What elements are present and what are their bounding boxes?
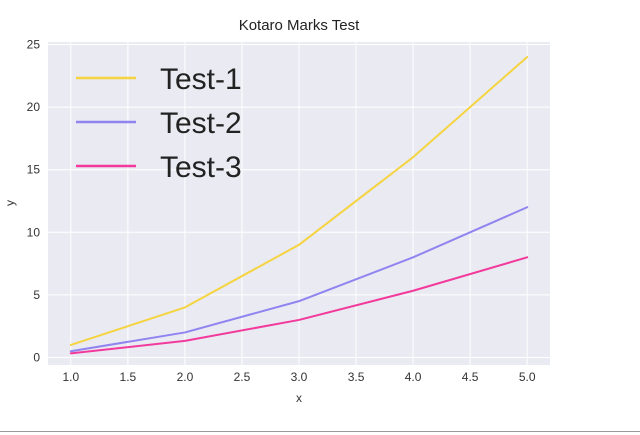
- y-tick-label: 15: [27, 163, 41, 177]
- x-tick-label: 2.5: [234, 370, 251, 384]
- chart-title: Kotaro Marks Test: [239, 17, 360, 34]
- bottom-divider: [0, 431, 640, 432]
- x-axis-label: x: [296, 391, 302, 405]
- y-tick-label: 5: [33, 288, 40, 302]
- y-tick-label: 0: [33, 350, 40, 364]
- x-tick-labels: 1.0 1.5 2.0 2.5 3.0 3.5 4.0 4.5 5.0: [62, 370, 535, 384]
- series-lines: [69, 56, 529, 355]
- legend-label-2: Test-2: [160, 107, 242, 140]
- x-tick-label: 4.5: [462, 370, 479, 384]
- x-tick-label: 1.0: [62, 370, 79, 384]
- x-tick-label: 5.0: [519, 370, 536, 384]
- grid-lines: [48, 42, 550, 365]
- x-tick-label: 1.5: [120, 370, 137, 384]
- y-tick-labels: 0 5 10 15 20 25: [27, 38, 41, 365]
- y-axis-label: y: [3, 200, 17, 206]
- series-line-3: [69, 256, 529, 355]
- series-line-2: [69, 206, 529, 353]
- x-tick-label: 3.5: [348, 370, 365, 384]
- series-line-1: [69, 56, 529, 346]
- x-tick-label: 3.0: [291, 370, 308, 384]
- y-tick-label: 10: [27, 225, 41, 239]
- x-tick-label: 4.0: [405, 370, 422, 384]
- x-tick-label: 2.0: [177, 370, 194, 384]
- legend: Test-1 Test-2 Test-3: [76, 63, 242, 184]
- legend-label-1: Test-1: [160, 63, 242, 96]
- y-tick-label: 20: [27, 100, 41, 114]
- legend-label-3: Test-3: [160, 151, 242, 184]
- y-tick-label: 25: [27, 38, 41, 52]
